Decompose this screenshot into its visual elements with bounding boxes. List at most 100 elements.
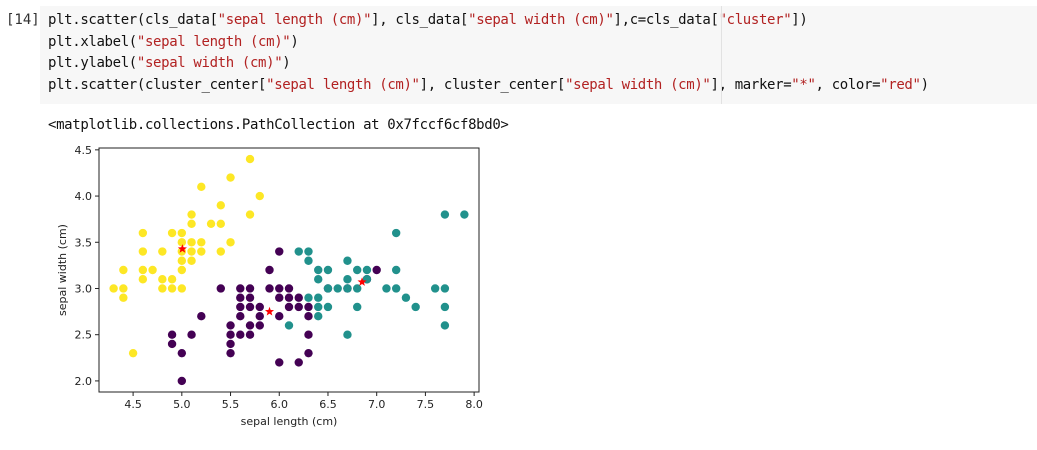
scatter-point bbox=[236, 330, 245, 339]
x-tick-label: 6.0 bbox=[271, 398, 289, 411]
scatter-point bbox=[333, 284, 342, 293]
scatter-point bbox=[314, 265, 323, 275]
scatter-point bbox=[362, 265, 372, 275]
scatter-point bbox=[440, 210, 450, 219]
code-token: , color= bbox=[815, 76, 881, 93]
x-axis-label: sepal length (cm) bbox=[241, 415, 338, 428]
scatter-point bbox=[382, 284, 391, 293]
code-string-token: "sepal length (cm)" bbox=[266, 76, 420, 93]
scatter-point bbox=[138, 265, 148, 275]
code-token: ],c=cls_data[ bbox=[613, 12, 719, 28]
scatter-point bbox=[197, 247, 206, 256]
scatter-point bbox=[187, 330, 196, 339]
scatter-point bbox=[158, 247, 167, 256]
scatter-point bbox=[255, 302, 264, 312]
scatter-point bbox=[304, 348, 313, 358]
scatter-point bbox=[391, 228, 401, 238]
scatter-point bbox=[275, 284, 284, 293]
code-string-token: "sepal width (cm)" bbox=[565, 76, 711, 93]
scatter-point bbox=[138, 247, 148, 256]
scatter-point bbox=[411, 302, 420, 312]
scatter-point bbox=[177, 228, 187, 238]
code-token: ], cls_data[ bbox=[371, 12, 469, 28]
scatter-point bbox=[323, 302, 333, 312]
x-tick-label: 7.0 bbox=[368, 398, 386, 411]
x-axis-ticks: 4.5 5.0 5.5 6.0 6.5 7.0 7.5 8.0 bbox=[124, 392, 483, 411]
code-token: plt.scatter(cluster_center[ bbox=[48, 76, 267, 93]
scatter-point bbox=[284, 321, 294, 330]
scatter-point bbox=[391, 284, 401, 293]
code-token: ]) bbox=[791, 12, 808, 28]
scatter-point bbox=[177, 348, 187, 358]
scatter-point bbox=[245, 302, 255, 312]
scatter-point bbox=[323, 284, 333, 293]
scatter-point bbox=[275, 247, 284, 256]
code-token: ], marker= bbox=[710, 76, 792, 93]
scatter-point bbox=[314, 275, 323, 284]
scatter-point bbox=[148, 265, 157, 275]
code-string-token: "cluster" bbox=[718, 12, 792, 28]
code-line[interactable]: plt.ylabel("sepal width (cm)") bbox=[48, 53, 291, 75]
scatter-point bbox=[353, 284, 362, 293]
y-tick-label: 4.0 bbox=[75, 190, 93, 203]
scatter-point bbox=[187, 219, 196, 228]
scatter-point bbox=[177, 284, 187, 293]
scatter-point bbox=[304, 312, 313, 321]
code-string-token: "red" bbox=[880, 76, 921, 93]
scatter-point bbox=[177, 238, 187, 247]
code-string-token: "sepal length (cm)" bbox=[217, 12, 372, 28]
code-line[interactable]: plt.scatter(cls_data["sepal length (cm)"… bbox=[48, 10, 808, 32]
scatter-point bbox=[314, 293, 323, 302]
scatter-point bbox=[119, 293, 128, 302]
scatter-point bbox=[226, 173, 235, 182]
scatter-point bbox=[255, 191, 264, 201]
y-tick-label: 2.0 bbox=[75, 375, 93, 388]
scatter-point bbox=[197, 312, 206, 321]
scatter-point bbox=[158, 275, 167, 284]
scatter-point bbox=[226, 348, 235, 358]
scatter-point bbox=[294, 358, 303, 367]
x-tick-label: 8.0 bbox=[465, 398, 483, 411]
code-editor[interactable]: plt.scatter(cls_data["sepal length (cm)"… bbox=[40, 6, 1037, 104]
scatter-point bbox=[119, 265, 128, 275]
code-token: ) bbox=[290, 33, 299, 50]
scatter-point bbox=[275, 293, 284, 302]
scatter-point bbox=[440, 302, 450, 312]
scatter-point bbox=[343, 284, 352, 293]
scatter-point bbox=[294, 302, 303, 312]
scatter-point bbox=[275, 358, 284, 367]
scatter-point bbox=[158, 284, 167, 293]
scatter-point bbox=[226, 238, 235, 247]
scatter-point bbox=[119, 284, 128, 293]
y-axis-ticks: 2.0 2.5 3.0 3.5 4.0 4.5 bbox=[75, 144, 99, 388]
scatter-point bbox=[304, 293, 313, 302]
scatter-point bbox=[245, 330, 255, 339]
scatter-point bbox=[391, 265, 401, 275]
scatter-point bbox=[138, 228, 148, 238]
scatter-point bbox=[206, 219, 216, 228]
x-tick-label: 6.5 bbox=[319, 398, 337, 411]
scatter-point bbox=[304, 247, 313, 256]
scatter-point bbox=[167, 284, 177, 293]
scatter-point bbox=[314, 312, 323, 321]
code-line[interactable]: plt.xlabel("sepal length (cm)") bbox=[48, 32, 299, 54]
cell-prompt: [14] bbox=[6, 12, 40, 28]
scatter-point bbox=[177, 376, 187, 386]
code-string-token: "sepal length (cm)" bbox=[136, 33, 291, 50]
scatter-point bbox=[353, 265, 362, 275]
scatter-point bbox=[304, 302, 313, 312]
scatter-point bbox=[109, 284, 118, 293]
scatter-point bbox=[294, 293, 303, 302]
scatter-point bbox=[284, 302, 294, 312]
y-tick-label: 3.5 bbox=[75, 236, 93, 249]
scatter-point bbox=[226, 339, 235, 349]
scatter-point bbox=[323, 265, 333, 275]
scatter-point bbox=[226, 321, 235, 330]
scatter-point bbox=[265, 265, 274, 275]
scatter-point bbox=[167, 330, 177, 339]
code-string-token: "sepal width (cm)" bbox=[136, 55, 283, 71]
scatter-point bbox=[236, 312, 245, 321]
code-token: plt.ylabel( bbox=[48, 55, 137, 71]
code-line[interactable]: plt.scatter(cluster_center["sepal length… bbox=[48, 75, 929, 97]
scatter-point bbox=[440, 284, 450, 293]
